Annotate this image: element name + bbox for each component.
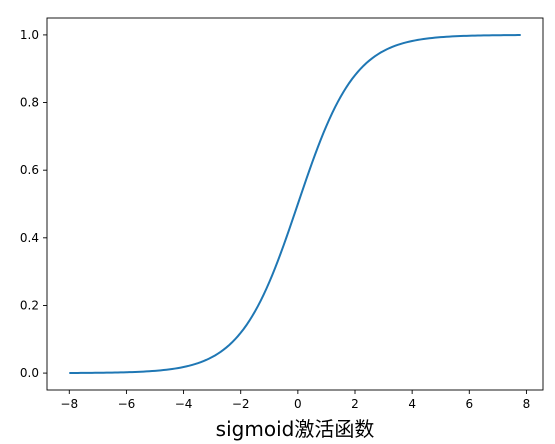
y-axis-ticks: 0.0 0.2 0.4 0.6 0.8 1.0 xyxy=(20,28,47,380)
y-tick-label: 0.8 xyxy=(20,96,39,110)
plot-area xyxy=(46,17,544,391)
x-tick-label: −4 xyxy=(175,397,193,411)
x-tick-label: 2 xyxy=(351,397,359,411)
x-tick-label: −6 xyxy=(118,397,136,411)
y-tick-label: 0.0 xyxy=(20,366,39,380)
axes-frame xyxy=(46,17,544,391)
y-tick-label: 0.4 xyxy=(20,231,39,245)
x-axis-label: sigmoid激活函数 xyxy=(216,417,375,441)
x-tick-label: −2 xyxy=(232,397,250,411)
x-tick-label: −8 xyxy=(60,397,78,411)
y-tick-label: 0.6 xyxy=(20,163,39,177)
x-tick-label: 8 xyxy=(523,397,531,411)
sigmoid-curve xyxy=(69,34,521,374)
y-tick-label: 0.2 xyxy=(20,298,39,312)
x-tick-label: 4 xyxy=(408,397,416,411)
x-tick-label: 0 xyxy=(294,397,302,411)
x-axis-ticks: −8 −6 −4 −2 0 2 4 6 8 xyxy=(60,390,530,411)
x-tick-label: 6 xyxy=(465,397,473,411)
y-tick-label: 1.0 xyxy=(20,28,39,42)
